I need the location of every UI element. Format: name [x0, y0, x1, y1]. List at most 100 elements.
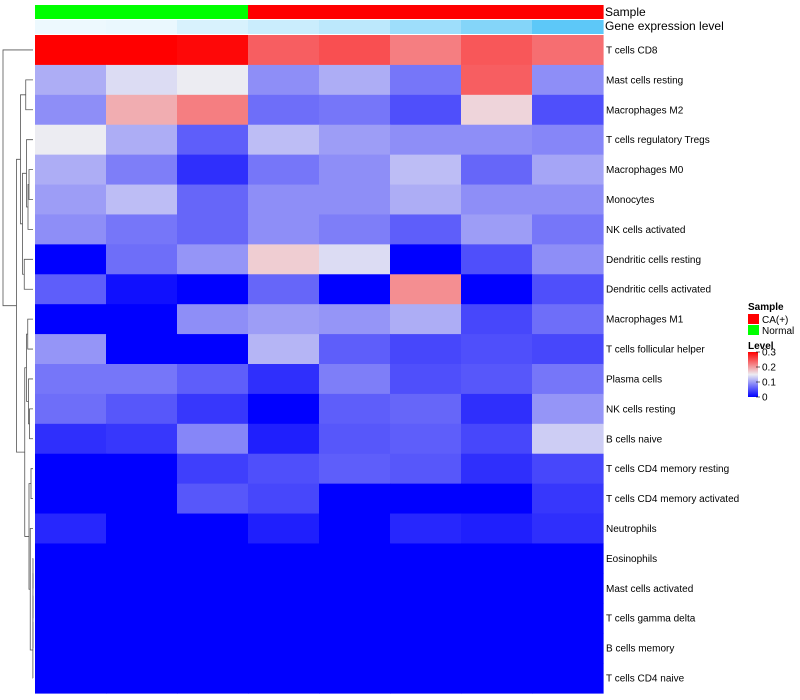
row-label: T cells CD4 memory resting — [606, 464, 729, 475]
heatmap-cell — [106, 364, 178, 395]
sample-annotation-cell — [106, 5, 178, 19]
heatmap-cell — [106, 184, 178, 216]
heatmap-cell — [319, 64, 391, 96]
sample-annotation-cell — [177, 5, 249, 19]
heatmap-cell — [461, 513, 533, 545]
heatmap-cell — [177, 663, 249, 694]
heatmap-cell — [248, 274, 320, 305]
heatmap-cell — [177, 184, 249, 216]
legend-level-tick-label: 0 — [762, 393, 768, 404]
heatmap-cell — [177, 334, 249, 365]
heatmap-cell — [106, 633, 178, 664]
heatmap-cell — [106, 304, 178, 335]
row-label: Mast cells resting — [606, 75, 683, 86]
heatmap-cell — [106, 214, 178, 245]
heatmap-cell — [532, 154, 604, 186]
heatmap-cell — [177, 603, 249, 634]
heatmap-cell — [390, 214, 462, 245]
gene-expression-annotation-cell — [35, 20, 107, 34]
heatmap-cell — [35, 633, 107, 664]
heatmap-cell — [248, 364, 320, 395]
heatmap-cell — [390, 603, 462, 634]
heatmap-cell — [35, 334, 107, 365]
heatmap-cell — [390, 184, 462, 216]
heatmap-cell — [106, 64, 178, 96]
heatmap-cell — [106, 94, 178, 126]
heatmap-cell — [461, 543, 533, 574]
row-label: NK cells activated — [606, 225, 685, 236]
row-label: Neutrophils — [606, 524, 657, 535]
heatmap-cell — [461, 393, 533, 425]
gene-expression-annotation-cell — [177, 20, 249, 34]
heatmap-cell — [35, 603, 107, 634]
heatmap-cell — [319, 483, 391, 515]
heatmap-cell — [248, 64, 320, 96]
gene-expression-annotation-cell — [390, 20, 462, 34]
heatmap-cell — [461, 334, 533, 365]
heatmap-cell — [248, 244, 320, 275]
dendrogram-branch — [30, 468, 33, 499]
heatmap-cell — [532, 393, 604, 425]
heatmap-cell — [248, 543, 320, 574]
heatmap-cell — [461, 184, 533, 216]
heatmap-cell — [390, 244, 462, 275]
heatmap-cells — [35, 35, 604, 694]
heatmap-cell — [461, 64, 533, 96]
legend-level-colorbar — [748, 352, 758, 397]
heatmap-cell — [532, 244, 604, 275]
heatmap-cell — [248, 304, 320, 335]
heatmap-cell — [532, 423, 604, 455]
heatmap-cell — [177, 124, 249, 156]
gene-expression-annotation-cell — [532, 20, 604, 34]
heatmap-cell — [390, 393, 462, 425]
row-label: T cells CD4 naive — [606, 674, 685, 685]
heatmap-cell — [35, 423, 107, 455]
heatmap-cell — [319, 214, 391, 245]
heatmap-cell — [177, 214, 249, 245]
heatmap-cell — [532, 453, 604, 485]
heatmap-cell — [177, 94, 249, 126]
legend-level-tick-label: 0.3 — [762, 348, 776, 359]
heatmap-cell — [319, 513, 391, 545]
heatmap-cell — [106, 663, 178, 694]
heatmap-cell — [35, 124, 107, 156]
heatmap-cell — [319, 633, 391, 664]
heatmap-cell — [106, 573, 178, 604]
heatmap-cell — [532, 543, 604, 574]
dendrogram-branch — [23, 258, 33, 290]
heatmap-cell — [319, 184, 391, 216]
heatmap-cell — [248, 573, 320, 604]
heatmap-cell — [177, 364, 249, 395]
heatmap-cell — [106, 35, 178, 66]
row-label: T cells CD8 — [606, 45, 658, 56]
heatmap-cell — [177, 274, 249, 305]
heatmap-cell — [35, 483, 107, 515]
heatmap-cell — [106, 244, 178, 275]
heatmap-cell — [248, 483, 320, 515]
heatmap-cell — [390, 154, 462, 186]
heatmap-cell — [390, 304, 462, 335]
heatmap-cell — [532, 663, 604, 694]
heatmap-cell — [461, 244, 533, 275]
dendrogram-branch — [28, 169, 33, 200]
heatmap-cell — [461, 304, 533, 335]
heatmap-cell — [461, 633, 533, 664]
heatmap-cell — [35, 364, 107, 395]
row-label: Dendritic cells activated — [606, 285, 711, 296]
row-label: Dendritic cells resting — [606, 255, 701, 266]
dendrogram-branch — [2, 49, 33, 307]
legend-label-normal: Normal — [762, 326, 794, 337]
heatmap-cell — [532, 513, 604, 545]
heatmap-cell — [248, 513, 320, 545]
row-label: Macrophages M0 — [606, 165, 684, 176]
sample-annotation-cell — [248, 5, 320, 19]
heatmap-cell — [177, 154, 249, 186]
heatmap-cell — [390, 423, 462, 455]
heatmap-cell — [532, 633, 604, 664]
legend-swatch-normal — [748, 325, 759, 335]
heatmap-cell — [106, 603, 178, 634]
gene-expression-annotation-cell — [461, 20, 533, 34]
sample-annotation-cell — [319, 5, 391, 19]
gene-expression-annotation-cell — [319, 20, 391, 34]
